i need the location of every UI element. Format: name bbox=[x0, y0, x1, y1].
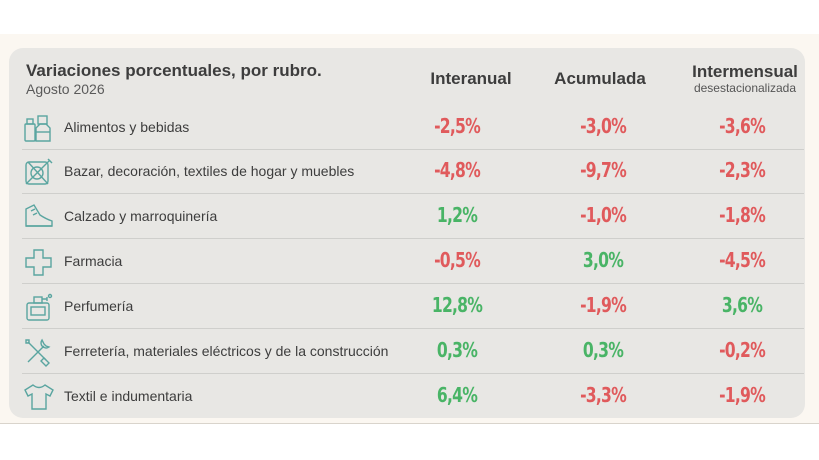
value-intermensual: -1,8% bbox=[719, 203, 766, 227]
table-row: Bazar, decoración, textiles de hogar y m… bbox=[22, 150, 804, 194]
row-label: Textil e indumentaria bbox=[64, 388, 193, 404]
column-header-intermensual: Intermensual bbox=[692, 62, 798, 81]
table-row: Farmacia -0,5% 3,0% -4,5% bbox=[22, 240, 804, 284]
value-interanual: 12,8% bbox=[431, 293, 483, 317]
table-subtitle: Agosto 2026 bbox=[26, 81, 105, 97]
value-acumulada: -1,0% bbox=[580, 203, 627, 227]
column-header-interanual: Interanual bbox=[430, 69, 512, 88]
table-row: Calzado y marroquinería 1,2% -1,0% -1,8% bbox=[22, 195, 804, 239]
value-acumulada: -3,0% bbox=[580, 114, 627, 138]
value-interanual: 0,3% bbox=[436, 338, 478, 362]
home-goods-icon bbox=[22, 156, 56, 188]
bottom-divider bbox=[0, 423, 819, 424]
column-subheader-desestacionalizada: desestacionalizada bbox=[693, 81, 797, 95]
table-row: Perfumería 12,8% -1,9% 3,6% bbox=[22, 285, 804, 329]
shirt-icon bbox=[22, 381, 56, 413]
table-row: Ferretería, materiales eléctricos y de l… bbox=[22, 330, 804, 374]
row-label: Farmacia bbox=[64, 253, 123, 269]
row-label: Perfumería bbox=[64, 298, 134, 314]
value-interanual: 1,2% bbox=[436, 203, 478, 227]
row-label: Calzado y marroquinería bbox=[64, 208, 218, 224]
groceries-icon bbox=[22, 112, 56, 144]
row-divider bbox=[22, 193, 804, 194]
value-interanual: -2,5% bbox=[434, 114, 481, 138]
value-intermensual: -4,5% bbox=[719, 248, 766, 272]
row-divider bbox=[22, 149, 804, 150]
row-divider bbox=[22, 238, 804, 239]
value-intermensual: -1,9% bbox=[719, 383, 766, 407]
row-divider bbox=[22, 373, 804, 374]
row-divider bbox=[22, 283, 804, 284]
column-header-acumulada: Acumulada bbox=[554, 69, 646, 88]
value-acumulada: -9,7% bbox=[580, 158, 627, 182]
value-intermensual: 3,6% bbox=[721, 293, 763, 317]
pharmacy-cross-icon bbox=[22, 246, 56, 278]
table-title: Variaciones porcentuales, por rubro. bbox=[26, 61, 322, 80]
tools-icon bbox=[22, 336, 56, 368]
table-row: Alimentos y bebidas -2,5% -3,0% -3,6% bbox=[22, 106, 804, 150]
value-acumulada: 3,0% bbox=[582, 248, 624, 272]
row-label: Bazar, decoración, textiles de hogar y m… bbox=[64, 163, 355, 179]
value-intermensual: -3,6% bbox=[719, 114, 766, 138]
table-row: Textil e indumentaria 6,4% -3,3% -1,9% bbox=[22, 375, 804, 419]
value-acumulada: 0,3% bbox=[582, 338, 624, 362]
row-label: Alimentos y bebidas bbox=[64, 119, 190, 135]
value-acumulada: -3,3% bbox=[580, 383, 627, 407]
value-intermensual: -0,2% bbox=[719, 338, 766, 362]
table-card bbox=[9, 48, 805, 418]
shoe-icon bbox=[22, 201, 56, 233]
perfume-icon bbox=[22, 291, 56, 323]
value-intermensual: -2,3% bbox=[719, 158, 766, 182]
value-interanual: -0,5% bbox=[434, 248, 481, 272]
value-acumulada: -1,9% bbox=[580, 293, 627, 317]
value-interanual: -4,8% bbox=[434, 158, 481, 182]
row-divider bbox=[22, 328, 804, 329]
row-label: Ferretería, materiales eléctricos y de l… bbox=[64, 343, 389, 359]
value-interanual: 6,4% bbox=[436, 383, 478, 407]
